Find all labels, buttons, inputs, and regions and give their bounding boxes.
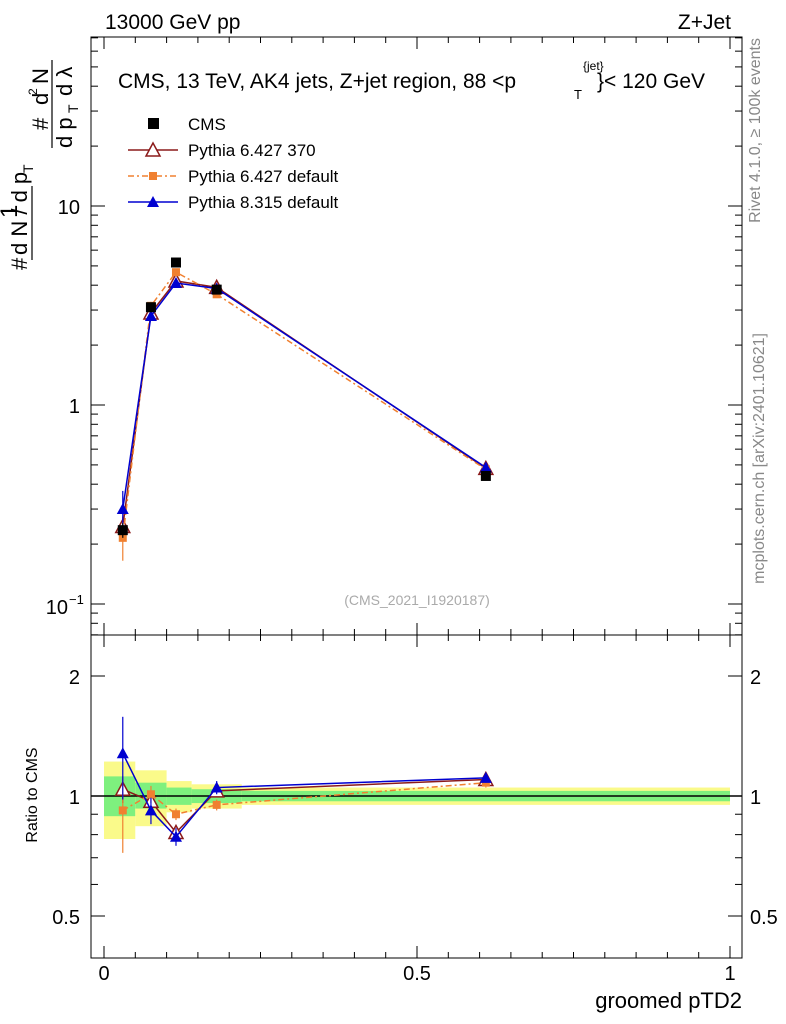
legend-label-py6-370: Pythia 6.427 370 bbox=[188, 141, 316, 160]
ratio-tick-label-2-right: 2 bbox=[750, 667, 761, 689]
main-data-point bbox=[144, 310, 157, 322]
ratio-data-point bbox=[210, 781, 223, 793]
ratio-axis-ticks bbox=[91, 635, 742, 958]
main-data-point bbox=[169, 277, 182, 289]
ratio-tick-label-2-left: 2 bbox=[69, 667, 80, 689]
svg-text:1: 1 bbox=[0, 205, 23, 218]
ratio-axis-label: Ratio to CMS bbox=[24, 747, 41, 842]
svg-text:#: # bbox=[7, 257, 32, 270]
legend-marker-py8 bbox=[147, 196, 159, 207]
legend-marker-cms bbox=[148, 118, 159, 129]
main-series-pythia-8-315-default bbox=[116, 277, 492, 533]
legend-marker-py6-370 bbox=[144, 141, 162, 157]
ratio-data-point bbox=[212, 800, 221, 809]
ratio-data-point bbox=[116, 747, 129, 759]
ratio-tick-label-0.5-right: 0.5 bbox=[750, 907, 778, 929]
x-tick-label-1: 1 bbox=[724, 963, 735, 985]
main-series-pythia-6-427-default bbox=[118, 268, 490, 561]
main-data-point bbox=[211, 284, 222, 295]
main-series-cms bbox=[117, 257, 491, 538]
y-tick-label-0.1: 10 bbox=[46, 597, 68, 619]
main-data-point bbox=[171, 268, 180, 277]
legend: CMS Pythia 6.427 370 Pythia 6.427 defaul… bbox=[128, 115, 339, 212]
svg-text:T: T bbox=[65, 104, 81, 113]
main-series-line bbox=[122, 271, 487, 538]
ratio-series-line bbox=[122, 781, 486, 816]
main-data-point bbox=[116, 503, 129, 515]
header-right: Z+Jet bbox=[678, 11, 731, 34]
rivet-label: Rivet 4.1.0, ≥ 100k events bbox=[747, 38, 764, 223]
ratio-series-pythia-8-315-default bbox=[116, 716, 492, 846]
y-axis-label: # d N / d p T 1 d p T d λ # d 2 N bbox=[0, 60, 81, 270]
main-series-pythia-6-427-370 bbox=[114, 272, 495, 538]
ratio-data-point bbox=[118, 806, 127, 815]
y-tick-label-0.1-exponent: −1 bbox=[69, 592, 84, 607]
main-data-point bbox=[479, 461, 492, 473]
legend-label-py8: Pythia 8.315 default bbox=[188, 193, 339, 212]
ratio-data-point bbox=[146, 790, 155, 799]
svg-text:d p: d p bbox=[52, 117, 77, 148]
ratio-series bbox=[114, 716, 495, 853]
ratio-data-point bbox=[479, 771, 492, 783]
plot-title: CMS, 13 TeV, AK4 jets, Z+jet region, 88 … bbox=[118, 59, 705, 102]
x-tick-label-0.5: 0.5 bbox=[403, 963, 431, 985]
analysis-watermark: (CMS_2021_I1920187) bbox=[344, 592, 490, 608]
main-series bbox=[114, 257, 495, 561]
main-data-point bbox=[117, 525, 128, 536]
ratio-tick-label-1-left: 1 bbox=[69, 787, 80, 809]
svg-text:}< 120 GeV: }< 120 GeV bbox=[597, 70, 705, 93]
svg-text:T: T bbox=[574, 87, 582, 102]
x-tick-label-0: 0 bbox=[98, 963, 109, 985]
x-axis-label: groomed pTD2 bbox=[595, 988, 742, 1013]
mcplots-label: mcplots.cern.ch [arXiv:2401.10621] bbox=[751, 333, 768, 584]
svg-text:d N / d p: d N / d p bbox=[7, 172, 32, 255]
svg-text:N: N bbox=[28, 68, 53, 84]
svg-text:d: d bbox=[28, 93, 53, 105]
legend-marker-py6-default bbox=[149, 172, 157, 180]
svg-text:CMS, 13 TeV, AK4 jets, Z+jet r: CMS, 13 TeV, AK4 jets, Z+jet region, 88 … bbox=[118, 70, 516, 93]
main-series-line bbox=[122, 280, 487, 527]
svg-text:d λ: d λ bbox=[52, 67, 77, 96]
ratio-uncertainty-bands bbox=[104, 761, 730, 840]
ratio-data-point bbox=[169, 830, 182, 842]
main-data-point bbox=[480, 470, 491, 481]
legend-label-cms: CMS bbox=[188, 115, 226, 134]
main-axis-ticks bbox=[91, 37, 742, 636]
legend-label-py6-default: Pythia 6.427 default bbox=[188, 167, 339, 186]
ratio-data-point bbox=[144, 804, 157, 816]
y-tick-label-1: 1 bbox=[69, 396, 80, 418]
svg-text:2: 2 bbox=[26, 88, 40, 95]
svg-text:#: # bbox=[28, 117, 53, 130]
header-left: 13000 GeV pp bbox=[105, 11, 240, 34]
ratio-data-point bbox=[171, 810, 180, 819]
main-data-point bbox=[170, 257, 181, 268]
ratio-tick-label-1-right: 1 bbox=[750, 787, 761, 809]
y-tick-label-10: 10 bbox=[58, 197, 80, 219]
main-data-point bbox=[145, 302, 156, 313]
ratio-tick-label-0.5-left: 0.5 bbox=[52, 907, 80, 929]
svg-text:T: T bbox=[20, 164, 36, 173]
svg-text:{jet}: {jet} bbox=[583, 59, 604, 73]
main-series-line bbox=[122, 282, 487, 510]
